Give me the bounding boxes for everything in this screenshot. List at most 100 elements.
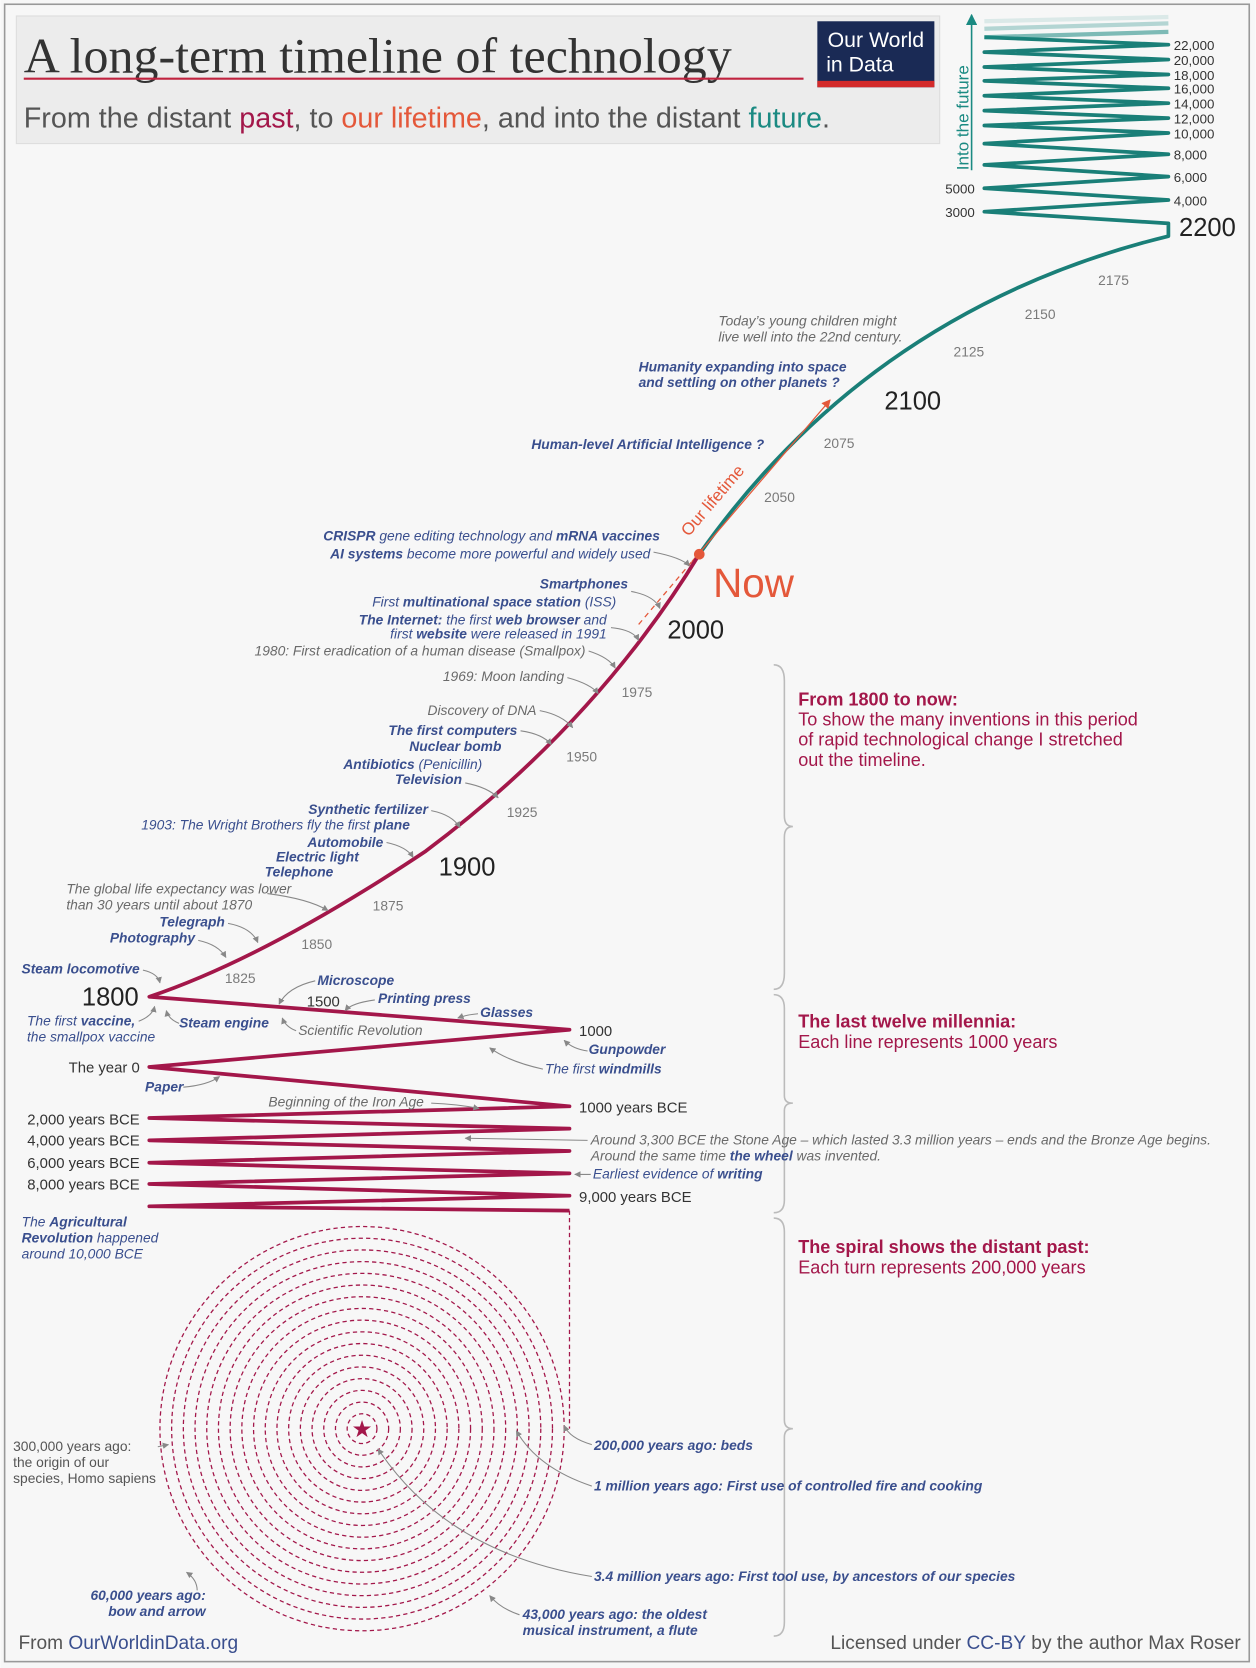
now-label: Now <box>713 560 795 606</box>
star-icon: ★ <box>352 1416 373 1442</box>
svg-text:6,000: 6,000 <box>1174 170 1207 185</box>
annotation-bronze-age: Around 3,300 BCE the Stone Age – which l… <box>590 1132 1211 1148</box>
annotation-children: Today’s young children might live well in… <box>718 313 902 345</box>
annotation-printing-press: Printing press <box>378 990 471 1006</box>
owid-link[interactable]: OurWorldinData.org <box>68 1633 238 1654</box>
svg-text:Each line represents 1000 year: Each line represents 1000 years <box>798 1032 1057 1052</box>
annotation-steam-engine: Steam engine <box>179 1015 269 1031</box>
annotation-glasses: Glasses <box>480 1004 533 1020</box>
annotations: Today’s young children might live well in… <box>13 313 1211 1639</box>
future-line-fade-2 <box>984 21 1169 31</box>
future-line-fade-3 <box>984 14 1169 24</box>
year-9000-bce: 9,000 years BCE <box>579 1190 692 1206</box>
annotation-ai-systems: AI systems become more powerful and wide… <box>329 545 651 561</box>
year-4000-bce: 4,000 years BCE <box>27 1134 140 1150</box>
svg-text:8,000: 8,000 <box>1174 148 1207 163</box>
annotation-telephone: Telephone <box>265 864 334 880</box>
svg-text:18,000: 18,000 <box>1174 68 1215 83</box>
svg-text:To show the many inventions in: To show the many inventions in this peri… <box>798 709 1138 729</box>
year-1900: 1900 <box>439 853 496 881</box>
footer-source: From OurWorldinData.org <box>18 1633 238 1654</box>
svg-text:Each turn represents 200,000 y: Each turn represents 200,000 years <box>798 1257 1085 1277</box>
annotation-smartphones: Smartphones <box>540 575 629 591</box>
annotation-fertilizer: Synthetic fertilizer <box>308 801 428 817</box>
annotation-gunpowder: Gunpowder <box>589 1041 666 1057</box>
annotation-electric-light: Electric light <box>276 849 360 865</box>
past-timeline <box>147 553 701 1213</box>
subtitle: From the distant past, to our lifetime, … <box>24 103 830 135</box>
future-label-3000: 3000 <box>945 205 975 220</box>
year-1925: 1925 <box>507 804 538 820</box>
year-1975: 1975 <box>622 684 653 700</box>
svg-text:Our World: Our World <box>828 28 925 52</box>
annotation-paper: Paper <box>145 1078 184 1094</box>
annotation-vaccine: The first vaccine, the smallpox vaccine <box>27 1012 156 1044</box>
annotation-iss: First multinational space station (ISS) <box>372 593 616 609</box>
year-2175: 2175 <box>1098 272 1129 288</box>
svg-text:14,000: 14,000 <box>1174 97 1215 112</box>
annotation-nuclear: Nuclear bomb <box>409 738 502 754</box>
annotation-website: first website were released in 1991 <box>390 625 607 641</box>
annotation-bow: 60,000 years ago: bow and arrow <box>90 1587 206 1619</box>
future-right-labels: 22,000 20,000 18,000 16,000 14,000 12,00… <box>1174 38 1215 208</box>
year-2050: 2050 <box>764 489 795 505</box>
annotation-photography: Photography <box>110 930 196 946</box>
annotation-writing: Earliest evidence of writing <box>593 1166 763 1182</box>
svg-text:The last twelve millennia:: The last twelve millennia: <box>798 1012 1016 1032</box>
section-brackets <box>773 664 793 1637</box>
svg-text:4,000: 4,000 <box>1174 193 1207 208</box>
year-1800: 1800 <box>82 983 139 1011</box>
year-2125: 2125 <box>954 343 985 359</box>
annotation-life-expectancy: The global life expectancy was lower than… <box>66 881 292 913</box>
annotation-space: Humanity expanding into space and settlin… <box>639 358 847 390</box>
annotation-wheel: Around the same time the wheel was inven… <box>590 1148 881 1164</box>
year-0: The year 0 <box>69 1060 140 1076</box>
annotation-iron-age: Beginning of the Iron Age <box>268 1093 424 1109</box>
annotation-fire: 1 million years ago: First use of contro… <box>594 1477 983 1493</box>
svg-text:16,000: 16,000 <box>1174 82 1215 97</box>
annotation-plane: 1903: The Wright Brothers fly the first … <box>141 817 410 833</box>
owid-logo[interactable]: Our World in Data <box>817 21 935 88</box>
svg-text:22,000: 22,000 <box>1174 38 1215 53</box>
future-line <box>697 35 1171 556</box>
annotation-homo-sapiens: 300,000 years ago: the origin of our speci… <box>13 1438 156 1486</box>
year-labels: 2175 2150 2125 2100 2075 2050 Now 2000 1… <box>27 272 1129 1206</box>
now-marker <box>693 548 705 560</box>
year-2000: 2000 <box>667 616 724 644</box>
year-1000-bce: 1000 years BCE <box>579 1101 687 1117</box>
cc-by-link[interactable]: CC-BY <box>966 1633 1026 1654</box>
svg-text:10,000: 10,000 <box>1174 126 1215 141</box>
annotation-smallpox: 1980: First eradication of a human disea… <box>255 642 586 658</box>
annotation-locomotive: Steam locomotive <box>22 960 141 976</box>
annotation-agricultural-revolution: The Agricultural Revolution happened aroun… <box>22 1214 160 1262</box>
annotation-automobile: Automobile <box>306 834 383 850</box>
into-future-label: Into the future <box>953 65 972 170</box>
svg-text:20,000: 20,000 <box>1174 53 1215 68</box>
page-title: A long-term timeline of technology <box>24 27 732 83</box>
year-1825: 1825 <box>225 970 256 986</box>
annotation-beds: 200,000 years ago: beds <box>593 1437 753 1453</box>
section-spiral: The spiral shows the distant past: Each … <box>798 1237 1089 1277</box>
annotation-moon: 1969: Moon landing <box>443 668 565 684</box>
svg-text:From 1800 to now:: From 1800 to now: <box>798 689 958 709</box>
annotation-antibiotics: Antibiotics (Penicillin) <box>342 756 482 772</box>
year-2150: 2150 <box>1025 306 1056 322</box>
annotation-internet: The Internet: the first web browser and <box>359 611 608 627</box>
future-label-5000: 5000 <box>945 182 975 197</box>
annotation-dna: Discovery of DNA <box>428 702 537 718</box>
annotation-arrows <box>138 551 691 1616</box>
svg-text:The spiral shows the distant p: The spiral shows the distant past: <box>798 1237 1089 1257</box>
annotation-flute: 43,000 years ago: the oldest musical inst… <box>522 1606 709 1638</box>
year-2075: 2075 <box>824 435 855 451</box>
year-1000: 1000 <box>579 1024 612 1040</box>
year-2200: 2200 <box>1179 214 1236 242</box>
svg-text:12,000: 12,000 <box>1174 111 1215 126</box>
svg-text:of rapid technological change: of rapid technological change I stretche… <box>798 730 1123 750</box>
annotation-human-ai: Human-level Artificial Intelligence ? <box>531 436 764 452</box>
future-timeline: Into the future 22,000 20,000 18,000 16,… <box>697 13 1236 556</box>
section-millennia: The last twelve millennia: Each line rep… <box>798 1012 1057 1052</box>
year-8000-bce: 8,000 years BCE <box>27 1177 140 1193</box>
year-1850: 1850 <box>301 936 332 952</box>
